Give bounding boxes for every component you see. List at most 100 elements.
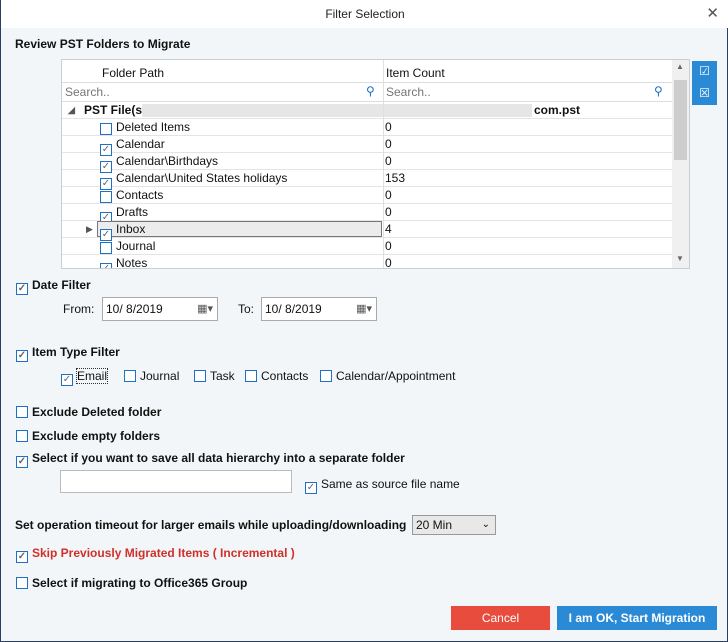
- chevron-down-icon: ⌄: [481, 519, 490, 530]
- folder-row[interactable]: ✓ Calendar\Birthdays 0: [62, 153, 672, 173]
- from-date-picker[interactable]: 10/ 8/2019 ▦▾: [102, 297, 218, 321]
- checkbox-checked[interactable]: ✓: [100, 178, 112, 190]
- checkbox-unchecked[interactable]: [124, 370, 136, 382]
- item-type-label: Calendar/Appointment: [336, 369, 456, 383]
- cancel-button[interactable]: Cancel: [451, 606, 550, 630]
- section-title: Review PST Folders to Migrate: [15, 37, 191, 51]
- calendar-dropdown-icon[interactable]: ▦▾: [356, 303, 372, 315]
- checkbox-checked[interactable]: ✓: [100, 161, 112, 173]
- date-filter-label: Date Filter: [32, 278, 91, 292]
- deselect-all-button[interactable]: ☒: [692, 83, 717, 105]
- skip-migrated-checkbox[interactable]: ✓ Skip Previously Migrated Items ( Increm…: [16, 546, 295, 563]
- checkbox-unchecked[interactable]: [194, 370, 206, 382]
- checkbox-checked[interactable]: ✓: [100, 263, 112, 268]
- checkbox-unchecked[interactable]: [100, 191, 112, 203]
- checkbox-unchecked[interactable]: [320, 370, 332, 382]
- item-type-label: Journal: [140, 369, 180, 383]
- vertical-scrollbar[interactable]: ▲ ▼: [672, 60, 689, 268]
- folder-name-input[interactable]: [60, 470, 292, 493]
- item-type-filter-label: Item Type Filter: [32, 345, 120, 359]
- item-count: 0: [385, 205, 392, 219]
- scroll-down-icon[interactable]: ▼: [676, 254, 684, 263]
- search-icon[interactable]: ⚲: [366, 84, 375, 98]
- checkbox-unchecked[interactable]: [100, 123, 112, 135]
- folder-row[interactable]: Journal 0: [62, 238, 672, 255]
- item-type-contacts[interactable]: Contacts: [245, 369, 308, 383]
- timeout-value: 20 Min: [416, 518, 453, 532]
- checkbox-checked[interactable]: ✓: [16, 456, 28, 468]
- checkbox-checked[interactable]: ✓: [16, 551, 28, 563]
- from-label: From:: [63, 302, 95, 316]
- check-all-icon: ☑: [699, 64, 710, 78]
- skip-migrated-label: Skip Previously Migrated Items ( Increme…: [32, 546, 295, 560]
- checkbox-checked[interactable]: ✓: [100, 229, 112, 241]
- checkbox-checked[interactable]: ✓: [305, 482, 317, 494]
- folder-name: Calendar\United States holidays: [116, 171, 288, 185]
- folder-name: Drafts: [116, 205, 149, 219]
- uncheck-all-icon: ☒: [699, 86, 710, 100]
- folder-row[interactable]: ✓ Notes 0: [62, 255, 672, 269]
- office365-group-checkbox[interactable]: Select if migrating to Office365 Group: [16, 576, 247, 590]
- timeout-label: Set operation timeout for larger emails …: [15, 518, 407, 532]
- folder-row[interactable]: Deleted Items 0: [62, 119, 672, 136]
- grid-header: Folder Path Item Count: [62, 60, 672, 83]
- checkbox-checked[interactable]: ✓: [16, 283, 28, 295]
- folder-name: Calendar\Birthdays: [116, 154, 219, 168]
- folder-name: Calendar: [116, 137, 165, 151]
- close-icon[interactable]: ✕: [706, 5, 719, 22]
- date-filter-checkbox[interactable]: ✓ Date Filter: [16, 278, 91, 295]
- title-bar: Filter Selection ✕: [1, 0, 728, 28]
- item-type-calendar-appointment[interactable]: Calendar/Appointment: [320, 369, 455, 383]
- folder-row[interactable]: ✓ Calendar 0: [62, 136, 672, 156]
- collapse-icon[interactable]: ◢: [68, 105, 75, 115]
- checkbox-unchecked[interactable]: [16, 430, 28, 442]
- folder-grid: Folder Path Item Count ⚲ ⚲ ◢ PST File(s)…: [61, 59, 690, 269]
- item-count: 0: [385, 154, 392, 168]
- item-count: 153: [385, 171, 406, 185]
- folder-row[interactable]: ▶ ✓ Inbox 4: [62, 221, 672, 241]
- count-search-input[interactable]: [386, 85, 646, 99]
- folder-name: Deleted Items: [116, 120, 191, 134]
- exclude-empty-checkbox[interactable]: Exclude empty folders: [16, 429, 160, 443]
- checkbox-unchecked[interactable]: [16, 577, 28, 589]
- search-row: ⚲ ⚲: [62, 83, 672, 102]
- folder-name: Notes: [116, 256, 148, 269]
- column-item-count[interactable]: Item Count: [386, 66, 445, 80]
- item-count: 0: [385, 256, 392, 269]
- item-type-journal[interactable]: Journal: [124, 369, 179, 383]
- same-as-source-checkbox[interactable]: ✓ Same as source file name: [305, 477, 460, 494]
- same-as-source-label: Same as source file name: [321, 477, 460, 491]
- save-hierarchy-checkbox[interactable]: ✓ Select if you want to save all data hie…: [16, 451, 405, 468]
- folder-row[interactable]: ✓ Calendar\United States holidays 153: [62, 170, 672, 190]
- start-migration-button[interactable]: I am OK, Start Migration: [557, 606, 717, 630]
- item-type-filter-checkbox[interactable]: ✓ Item Type Filter: [16, 345, 120, 362]
- exclude-deleted-checkbox[interactable]: Exclude Deleted folder: [16, 405, 161, 419]
- checkbox-unchecked[interactable]: [16, 406, 28, 418]
- select-all-button[interactable]: ☑: [692, 61, 717, 83]
- checkbox-checked[interactable]: ✓: [61, 374, 73, 386]
- checkbox-checked[interactable]: ✓: [100, 144, 112, 156]
- to-date-picker[interactable]: 10/ 8/2019 ▦▾: [261, 297, 377, 321]
- folder-row[interactable]: Contacts 0: [62, 187, 672, 204]
- timeout-select[interactable]: 20 Min ⌄: [412, 515, 496, 535]
- folder-search-input[interactable]: [65, 85, 365, 99]
- expand-icon[interactable]: ▶: [86, 224, 93, 234]
- item-type-task[interactable]: Task: [194, 369, 235, 383]
- item-count: 0: [385, 188, 392, 202]
- checkbox-checked[interactable]: ✓: [16, 350, 28, 362]
- item-type-email[interactable]: ✓ Email: [61, 368, 109, 386]
- item-count: 0: [385, 137, 392, 151]
- checkbox-unchecked[interactable]: [100, 242, 112, 254]
- column-divider: [383, 60, 384, 268]
- root-path-suffix: com.pst: [534, 103, 581, 117]
- scroll-up-icon[interactable]: ▲: [676, 62, 684, 71]
- pst-root-row[interactable]: ◢ PST File(s): D:\ com.pst: [62, 102, 672, 119]
- search-icon[interactable]: ⚲: [654, 84, 663, 98]
- scroll-thumb[interactable]: [674, 80, 687, 160]
- folder-row[interactable]: ✓ Drafts 0: [62, 204, 672, 224]
- item-type-label: Contacts: [261, 369, 309, 383]
- checkbox-unchecked[interactable]: [245, 370, 257, 382]
- column-folder-path[interactable]: Folder Path: [102, 66, 165, 80]
- calendar-dropdown-icon[interactable]: ▦▾: [197, 303, 213, 315]
